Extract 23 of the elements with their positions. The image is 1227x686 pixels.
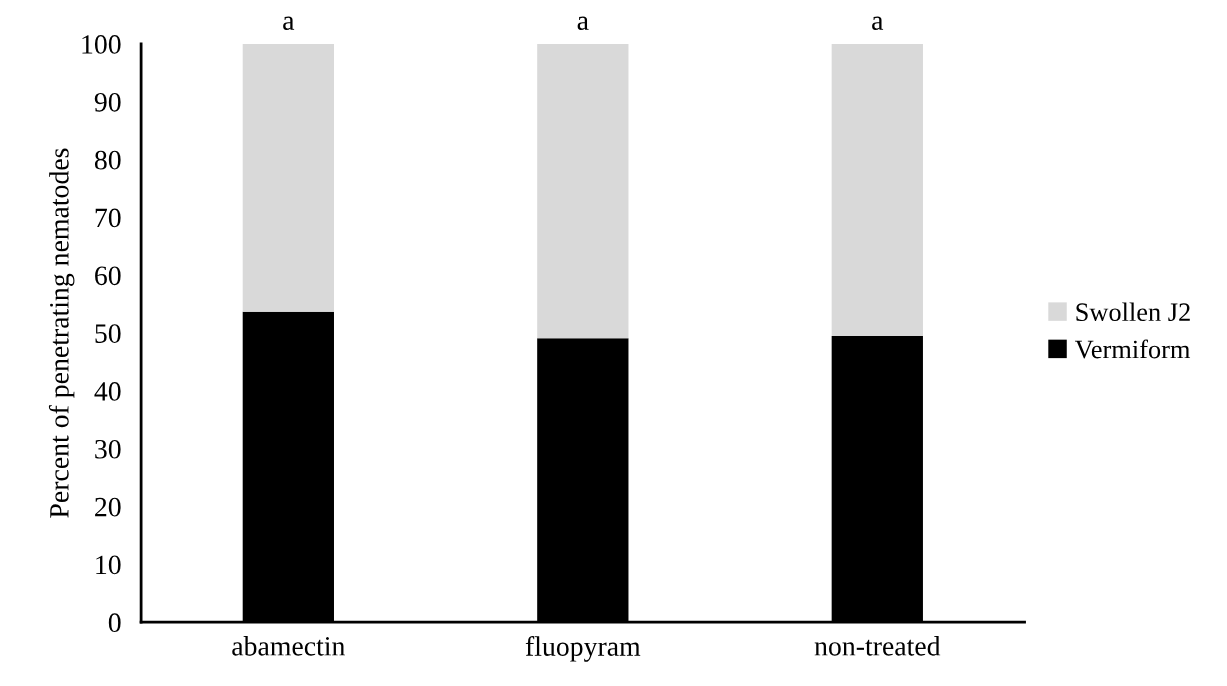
- y-tick-label: 30: [95, 439, 121, 459]
- y-tick-label: 50: [95, 324, 121, 343]
- y-tick-label: 100: [82, 35, 121, 54]
- bar: [831, 43, 923, 336]
- bar: [537, 43, 629, 339]
- y-tick-label: 90: [94, 92, 121, 112]
- x-tick-label: fluopyram: [525, 636, 641, 662]
- legend-label: Swollen J2: [1076, 302, 1190, 322]
- x-tick-label: abamectin: [232, 636, 345, 656]
- x-tick-label: non-treated: [814, 636, 941, 656]
- y-tick-label: 80: [94, 150, 121, 170]
- y-axis-title: Percent of penetrating nematodes: [48, 148, 75, 518]
- y-tick-label: 20: [95, 497, 121, 517]
- y-tick-label: 40: [94, 382, 121, 401]
- annotation: a: [283, 16, 295, 30]
- y-tick-label: 70: [95, 208, 121, 228]
- bar: [242, 43, 334, 312]
- annotation: a: [577, 16, 589, 30]
- legend-label: Vermiform: [1074, 339, 1191, 359]
- annotation: a: [872, 16, 884, 30]
- y-tick-label: 0: [108, 613, 121, 633]
- y-tick-label: 10: [96, 555, 121, 575]
- y-tick-label: 60: [95, 266, 121, 286]
